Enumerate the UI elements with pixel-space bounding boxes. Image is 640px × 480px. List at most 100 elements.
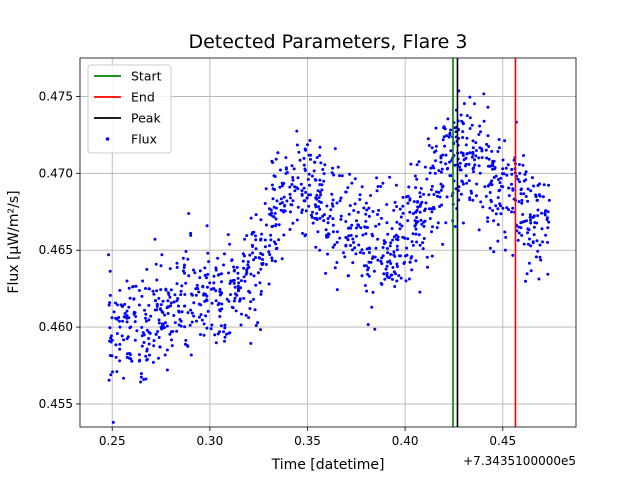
flux-point xyxy=(186,257,190,261)
flux-point xyxy=(444,162,448,166)
flux-point xyxy=(390,227,394,231)
flux-point xyxy=(519,192,523,196)
flux-point xyxy=(315,216,318,220)
flux-point xyxy=(314,178,318,182)
flux-point xyxy=(529,218,532,222)
flux-point xyxy=(464,162,468,166)
flux-point xyxy=(125,279,129,283)
flux-point xyxy=(132,310,136,314)
flux-point xyxy=(279,168,282,172)
flux-point xyxy=(144,377,148,381)
flux-point xyxy=(164,287,168,291)
flux-point xyxy=(433,171,437,175)
flux-point xyxy=(205,224,209,228)
flux-point xyxy=(259,328,262,332)
flux-point xyxy=(473,102,476,106)
flux-point xyxy=(199,313,203,317)
flux-point xyxy=(175,265,179,269)
flux-point xyxy=(525,219,528,223)
flux-point xyxy=(117,319,121,323)
flux-point xyxy=(517,231,521,235)
flux-point xyxy=(529,221,533,225)
flux-point xyxy=(336,165,340,169)
flux-points xyxy=(107,89,551,424)
flux-point xyxy=(109,373,113,377)
flux-point xyxy=(339,196,343,200)
flux-point xyxy=(155,308,159,312)
flux-point xyxy=(256,321,260,325)
flux-point xyxy=(179,293,183,297)
flux-point xyxy=(364,264,368,268)
flux-point xyxy=(354,234,358,238)
flux-point xyxy=(149,314,153,318)
flux-point xyxy=(251,251,254,255)
flux-point xyxy=(107,378,111,382)
flux-point xyxy=(296,205,300,209)
flux-point xyxy=(125,314,129,318)
flux-point xyxy=(391,238,395,242)
legend-label-flux: Flux xyxy=(131,132,157,147)
flux-point xyxy=(241,252,245,256)
flux-point xyxy=(399,276,403,280)
flux-point xyxy=(499,176,503,180)
flux-point xyxy=(200,318,204,322)
x-tick-label: 0.45 xyxy=(489,434,516,448)
flux-point xyxy=(239,323,243,327)
flux-point xyxy=(322,172,326,176)
flux-point xyxy=(354,226,358,230)
plot-frame xyxy=(79,57,577,428)
flux-point xyxy=(537,277,541,281)
flux-point xyxy=(432,207,436,211)
flux-point xyxy=(142,341,146,344)
flux-point xyxy=(392,250,396,254)
flux-point xyxy=(205,285,209,289)
flux-point xyxy=(348,172,352,176)
flux-point xyxy=(470,123,474,127)
flux-point xyxy=(377,222,381,226)
flux-point xyxy=(198,269,202,273)
flux-point xyxy=(190,311,194,315)
flux-point xyxy=(414,210,418,214)
flux-point xyxy=(440,167,444,171)
flux-point xyxy=(249,272,253,276)
flux-point xyxy=(366,323,370,327)
flux-point xyxy=(355,219,358,223)
flux-point xyxy=(335,240,339,244)
flux-point xyxy=(117,316,121,319)
flux-point xyxy=(419,218,423,222)
flux-point xyxy=(314,196,318,200)
flux-point xyxy=(481,205,485,209)
flux-point xyxy=(111,370,114,374)
flux-point xyxy=(194,293,198,297)
flux-point xyxy=(247,289,251,293)
flux-point xyxy=(365,247,369,251)
flux-point xyxy=(189,353,193,357)
flux-point xyxy=(161,311,165,314)
flux-point xyxy=(404,279,408,283)
flux-point xyxy=(488,206,492,210)
flux-point xyxy=(232,269,236,273)
flux-point xyxy=(524,195,528,198)
flux-point xyxy=(503,248,507,252)
flux-point xyxy=(258,281,262,285)
flux-point xyxy=(249,341,253,345)
flux-point xyxy=(496,196,500,200)
flux-point xyxy=(145,328,149,332)
flux-point xyxy=(254,213,258,217)
flux-point xyxy=(335,261,339,264)
flux-point xyxy=(501,206,505,210)
flux-point xyxy=(300,189,304,193)
flux-point xyxy=(108,269,112,273)
flux-point xyxy=(121,319,125,323)
flux-point xyxy=(538,194,542,198)
flux-point xyxy=(157,321,161,325)
flux-point xyxy=(264,263,268,266)
flux-point xyxy=(347,212,351,216)
flux-point xyxy=(236,271,240,275)
flux-point xyxy=(112,310,116,314)
flux-point xyxy=(270,183,274,187)
flux-point xyxy=(213,333,217,337)
flux-point xyxy=(259,267,263,271)
flux-point xyxy=(316,230,320,234)
flux-point xyxy=(186,311,190,315)
